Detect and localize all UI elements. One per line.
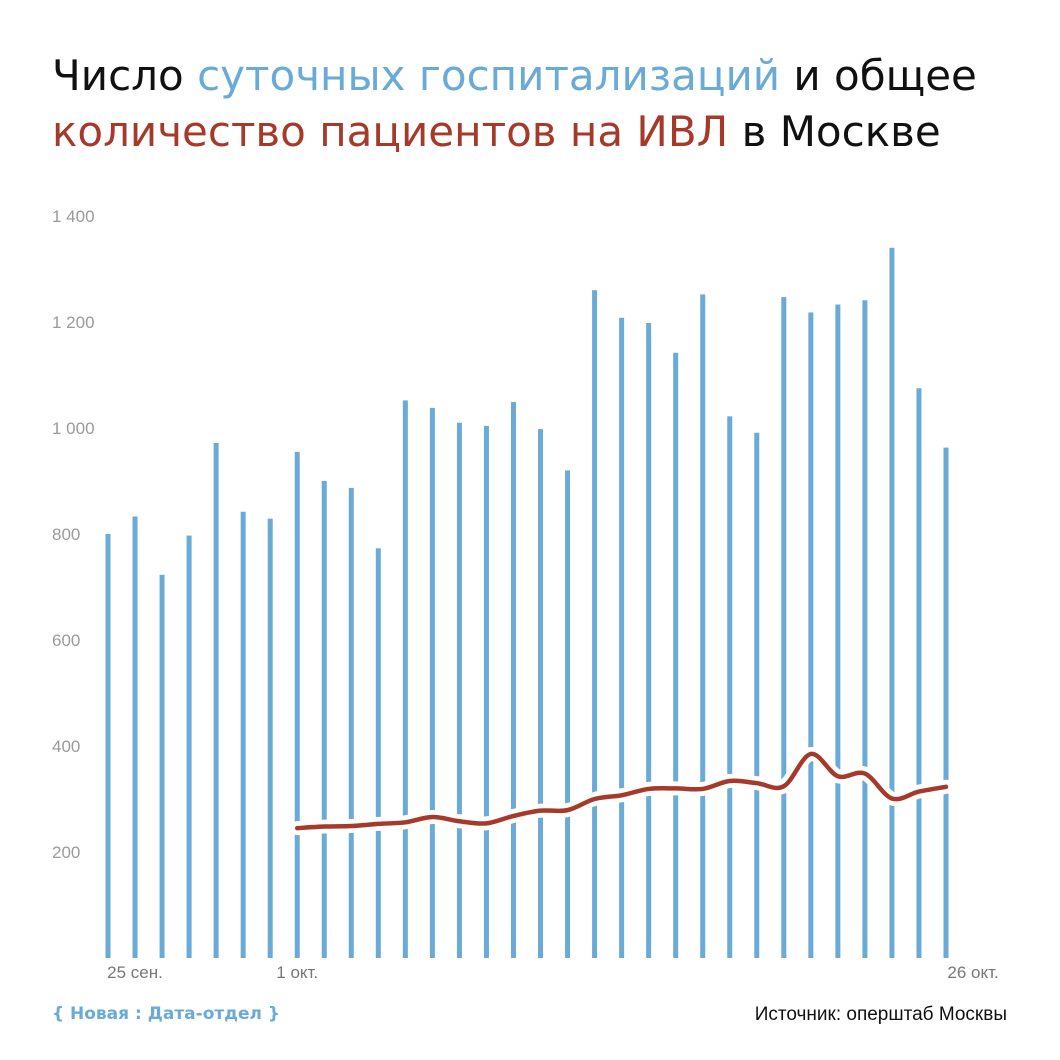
hospitalization-bar [294, 451, 300, 958]
hospitalization-bars [105, 247, 949, 959]
y-tick-label: 600 [52, 631, 80, 650]
hospitalization-bar [835, 304, 841, 958]
chart-title: Число суточных госпитализаций и общее ко… [52, 48, 1032, 160]
hospitalization-bar [808, 312, 814, 959]
hospitalization-bar [213, 442, 219, 959]
hospitalization-bar [159, 574, 165, 958]
hospitalization-bar [646, 323, 652, 958]
ventilator-line-layer [290, 746, 953, 836]
title-ventilators-highlight: количество пациентов на ИВЛ [52, 107, 729, 156]
hospitalization-bar [943, 447, 949, 958]
title-part-3: и общее [780, 51, 977, 100]
y-tick-label: 1 200 [52, 313, 95, 332]
chart-area: 200 400 600 800 1 000 1 200 1 400 25 сен. 1 окт… [52, 207, 999, 982]
hospitalization-bar [700, 294, 706, 958]
x-axis-ticks: 25 сен. 1 окт. 26 окт. [107, 963, 999, 982]
title-hospitalizations-highlight: суточных госпитализаций [197, 51, 781, 100]
x-tick-label: 25 сен. [107, 963, 163, 982]
hospitalization-bar [889, 247, 895, 959]
y-tick-label: 200 [52, 843, 80, 862]
hospitalization-bar [348, 487, 354, 958]
brand-label: { Новая : Дата-отдел } [52, 1004, 280, 1024]
hospitalization-bar [240, 511, 246, 958]
y-tick-label: 400 [52, 737, 80, 756]
hospitalization-bar [456, 422, 462, 958]
y-axis-ticks: 200 400 600 800 1 000 1 200 1 400 [52, 207, 95, 862]
x-tick-label: 1 окт. [276, 963, 318, 982]
hospitalization-bar [267, 518, 273, 958]
x-tick-label: 26 окт. [947, 963, 998, 982]
y-tick-label: 1 400 [52, 207, 95, 226]
hospitalization-bar [375, 548, 381, 958]
y-tick-label: 1 000 [52, 419, 95, 438]
hospitalization-bar [619, 317, 625, 958]
hospitalization-bar [132, 516, 138, 958]
hospitalization-bar [916, 388, 922, 958]
hospitalization-bar [565, 470, 571, 958]
hospitalization-bar [429, 407, 435, 958]
title-part-1: Число [52, 51, 198, 100]
hospitalization-bar [105, 534, 111, 958]
hospitalization-bar [673, 352, 679, 958]
hospitalization-bar [727, 416, 733, 959]
source-label: Источник: оперштаб Москвы [754, 1004, 1007, 1025]
hospitalization-bar [510, 402, 516, 958]
hospitalization-bar [781, 297, 787, 959]
hospitalization-bar [483, 425, 489, 958]
hospitalization-bar [538, 429, 544, 958]
title-part-5: в Москве [728, 107, 941, 156]
hospitalization-bar [321, 481, 327, 958]
hospitalization-bar [186, 535, 192, 958]
hospitalization-bar [592, 290, 598, 958]
hospitalization-bar [862, 300, 868, 958]
y-tick-label: 800 [52, 525, 80, 544]
hospitalization-bar [754, 432, 760, 958]
hospitalization-bar [402, 400, 408, 958]
